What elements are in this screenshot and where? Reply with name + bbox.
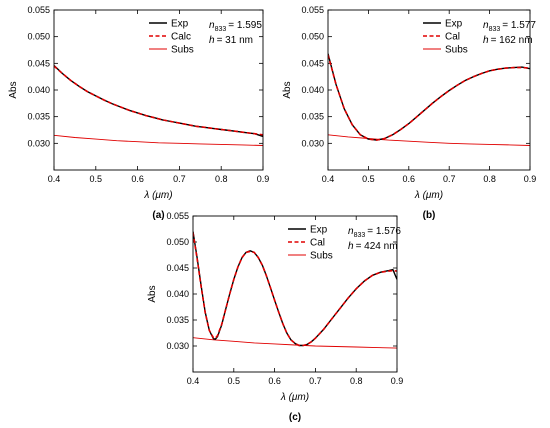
legend-label-exp: Exp (445, 19, 463, 30)
h-symbol: h (209, 35, 215, 46)
plot-area (328, 53, 530, 146)
series-line-subs (54, 134, 263, 146)
panel-label: (a) (152, 210, 164, 221)
thickness-annotation: h = 31 nm (209, 35, 253, 46)
y-tick-label: 0.050 (166, 237, 189, 247)
annotation: n833 = 1.595 h = 31 nm (209, 20, 262, 46)
legend-label-subs: Subs (310, 251, 333, 262)
panel-c: 0.4 0.5 0.6 0.7 0.8 0.9 0.030 0.035 0.040 0.045 0.… (147, 211, 403, 423)
series-line-cal (328, 54, 530, 141)
y-tick-label: 0.045 (301, 58, 324, 68)
n-subscript: 833 (215, 26, 227, 33)
y-tick-label: 0.040 (27, 85, 50, 95)
series-line-cal (193, 232, 397, 347)
y-tick-label: 0.050 (27, 32, 50, 42)
y-tick-label: 0.035 (27, 112, 50, 122)
x-tick-label: 0.7 (443, 174, 456, 184)
x-axis-title: λ (μm) (414, 190, 443, 201)
n-value: = 1.595 (228, 20, 262, 31)
x-tick-label: 0.8 (350, 376, 363, 386)
thickness-annotation: h = 424 nm (348, 241, 398, 252)
x-tick-label: 0.8 (215, 174, 228, 184)
axes-frame (192, 215, 398, 373)
n-subscript: 833 (354, 232, 366, 239)
x-tick-label: 0.4 (187, 376, 200, 386)
thickness-annotation: h = 162 nm (483, 35, 533, 46)
n-symbol: n (348, 226, 354, 237)
y-axis-title: Abs (8, 81, 19, 98)
legend-label-exp: Exp (310, 225, 328, 236)
panel-label: (b) (423, 210, 436, 221)
legend-label-cal: Cal (445, 32, 460, 43)
legend-label-exp: Exp (171, 19, 189, 30)
y-tick-label: 0.030 (27, 138, 50, 148)
series-line-subs (193, 337, 397, 349)
x-tick-label: 0.9 (391, 376, 404, 386)
y-tick-label: 0.035 (166, 315, 189, 325)
series-line-exp (54, 64, 263, 138)
legend-label-calc: Calc (171, 32, 191, 43)
plot-area (193, 231, 397, 349)
legend-label-subs: Subs (445, 45, 468, 56)
n-value: = 1.577 (502, 20, 536, 31)
y-tick-label: 0.030 (166, 341, 189, 351)
panel-a: 0.4 0.5 0.6 0.7 0.8 0.9 0.030 0.035 0.040 0.045 0.… (8, 5, 269, 221)
n-value: = 1.576 (367, 226, 401, 237)
y-tick-label: 0.050 (301, 32, 324, 42)
y-tick-label: 0.055 (27, 5, 50, 15)
x-tick-label: 0.4 (322, 174, 335, 184)
y-tick-label: 0.040 (301, 85, 324, 95)
annotation: n833 = 1.576 h = 424 nm (348, 226, 401, 252)
y-tick-label: 0.040 (166, 289, 189, 299)
x-tick-label: 0.9 (257, 174, 270, 184)
x-tick-label: 0.6 (403, 174, 416, 184)
n-symbol: n (209, 20, 215, 31)
h-symbol: h (483, 35, 489, 46)
y-tick-label: 0.035 (301, 112, 324, 122)
series-line-subs (328, 134, 530, 146)
x-tick-label: 0.7 (173, 174, 186, 184)
y-axis-title: Abs (147, 285, 158, 302)
h-value: = 424 nm (356, 241, 398, 252)
legend: Exp Cal Subs (288, 225, 333, 262)
series-line-calc (54, 65, 263, 136)
y-tick-label: 0.055 (301, 5, 324, 15)
refractive-index-annotation: n833 = 1.577 (483, 20, 536, 33)
x-tick-label: 0.6 (131, 174, 144, 184)
x-axis-title: λ (μm) (280, 392, 309, 403)
h-value: = 162 nm (491, 35, 533, 46)
x-tick-label: 0.5 (90, 174, 103, 184)
panel-b: 0.4 0.5 0.6 0.7 0.8 0.9 0.030 0.035 0.040 0.045 0.… (282, 5, 536, 221)
x-tick-label: 0.5 (362, 174, 375, 184)
n-subscript: 833 (489, 26, 501, 33)
y-tick-label: 0.030 (301, 138, 324, 148)
n-symbol: n (483, 20, 489, 31)
x-tick-label: 0.5 (228, 376, 241, 386)
legend: Exp Cal Subs (423, 19, 468, 56)
x-tick-label: 0.4 (48, 174, 61, 184)
plot-area (54, 64, 263, 146)
legend-label-subs: Subs (171, 45, 194, 56)
x-tick-label: 0.8 (483, 174, 496, 184)
refractive-index-annotation: n833 = 1.576 (348, 226, 401, 239)
annotation: n833 = 1.577 h = 162 nm (483, 20, 536, 46)
legend-label-cal: Cal (310, 238, 325, 249)
x-tick-label: 0.6 (268, 376, 281, 386)
h-symbol: h (348, 241, 354, 252)
x-tick-label: 0.9 (524, 174, 537, 184)
axes-frame (53, 9, 264, 171)
h-value: = 31 nm (217, 35, 253, 46)
axes-frame (327, 9, 531, 171)
refractive-index-annotation: n833 = 1.595 (209, 20, 262, 33)
legend: Exp Calc Subs (149, 19, 194, 56)
x-axis-title: λ (μm) (143, 190, 172, 201)
panel-label: (c) (289, 412, 301, 423)
x-tick-label: 0.7 (309, 376, 322, 386)
y-axis-title: Abs (282, 81, 293, 98)
y-tick-label: 0.045 (166, 263, 189, 273)
y-tick-label: 0.055 (166, 211, 189, 221)
y-tick-label: 0.045 (27, 58, 50, 68)
series-line-exp (328, 53, 530, 141)
